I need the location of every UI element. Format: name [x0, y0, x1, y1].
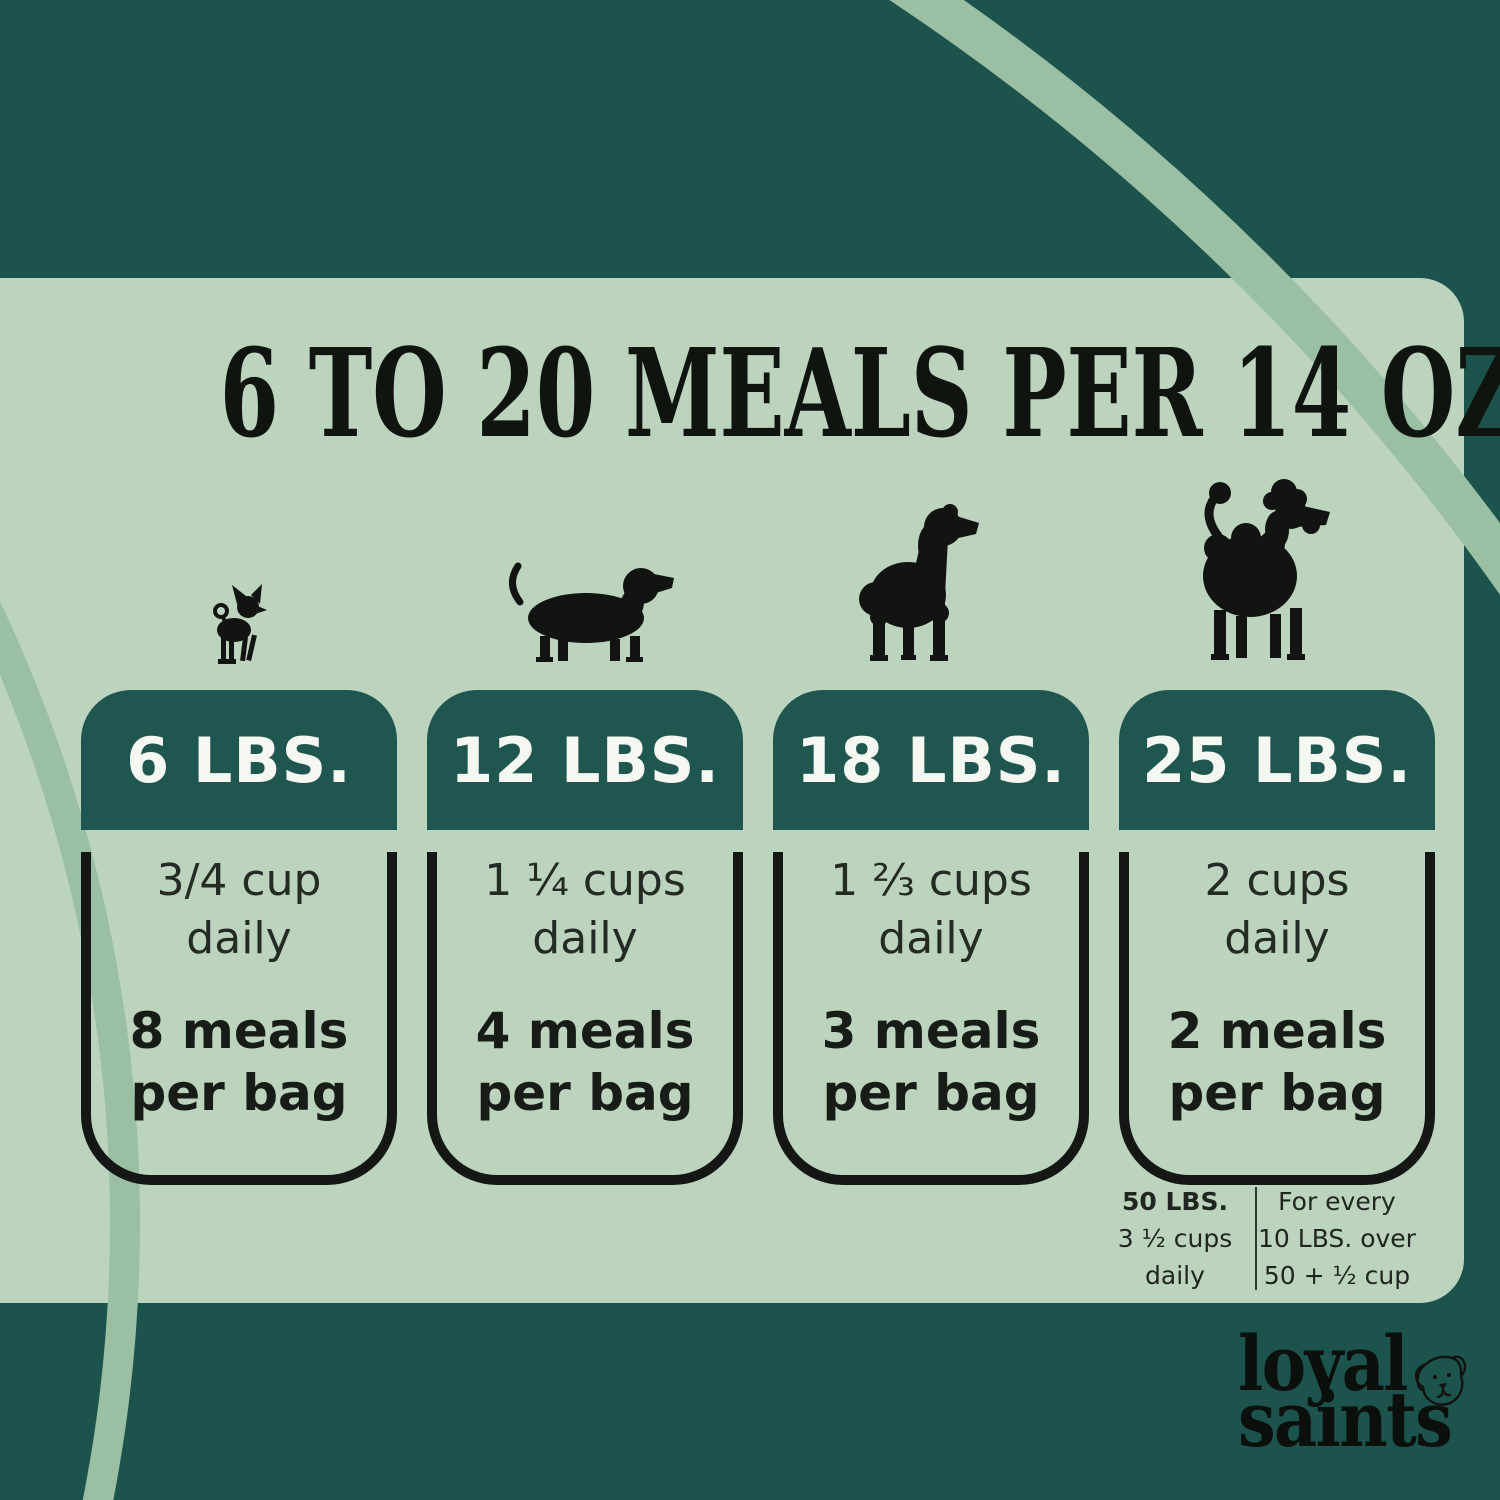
daily-serving: 3/4 cup daily — [91, 852, 387, 968]
daily-line: daily — [1224, 913, 1330, 964]
weight-header: 25 LBS. — [1119, 690, 1435, 830]
large-dog-footnote: 50 LBS. 3 ½ cups daily For every 10 LBS.… — [1095, 1183, 1417, 1294]
meals-line: per bag — [130, 1064, 348, 1122]
weight-label: 6 LBS. — [126, 723, 352, 797]
daily-line: daily — [532, 913, 638, 964]
meals-line: per bag — [1168, 1064, 1386, 1122]
footnote-line: For every — [1278, 1187, 1396, 1216]
meals-line: 3 meals — [821, 1002, 1041, 1060]
weight-label: 18 LBS. — [796, 723, 1066, 797]
footnote-line: 3 ½ cups — [1117, 1224, 1233, 1253]
weight-label: 12 LBS. — [450, 723, 720, 797]
page-title: 6 TO 20 MEALS PER 14 OZ. BAG — [219, 321, 1500, 465]
dog-sketch-icon — [1414, 1355, 1467, 1406]
arc-left — [0, 602, 140, 1500]
meals-per-bag: 4 meals per bag — [437, 1000, 733, 1124]
chihuahua-icon — [213, 584, 267, 664]
daily-serving: 2 cups daily — [1129, 852, 1425, 968]
feeding-box: 1 ¼ cups daily 4 meals per bag — [427, 852, 743, 1185]
daily-line: 1 ¼ cups — [484, 855, 686, 906]
meals-line: 2 meals — [1167, 1002, 1387, 1060]
meals-per-bag: 2 meals per bag — [1129, 1000, 1425, 1124]
footnote-50lbs: 50 LBS. 3 ½ cups daily — [1095, 1183, 1255, 1294]
feeding-box: 2 cups daily 2 meals per bag — [1119, 852, 1435, 1185]
meals-line: 8 meals — [129, 1002, 349, 1060]
brand-line: saints — [1238, 1375, 1453, 1464]
footnote-over-50lbs: For every 10 LBS. over 50 + ½ cup — [1257, 1183, 1417, 1294]
footnote-line: daily — [1145, 1261, 1205, 1290]
weight-header: 12 LBS. — [427, 690, 743, 830]
meals-line: 4 meals — [475, 1002, 695, 1060]
feeding-box: 1 ⅔ cups daily 3 meals per bag — [773, 852, 1089, 1185]
daily-line: daily — [878, 913, 984, 964]
daily-serving: 1 ⅔ cups daily — [783, 852, 1079, 968]
weight-column-12lbs: 12 LBS. 1 ¼ cups daily 4 meals per bag — [427, 690, 743, 1185]
brand-logo: loyal saints — [1238, 1319, 1478, 1464]
weight-column-18lbs: 18 LBS. 1 ⅔ cups daily 3 meals per bag — [773, 690, 1089, 1185]
weight-column-6lbs: 6 LBS. 3/4 cup daily 8 meals per bag — [81, 690, 397, 1185]
footnote-divider — [1255, 1187, 1257, 1290]
poodle-icon — [1203, 479, 1330, 660]
daily-serving: 1 ¼ cups daily — [437, 852, 733, 968]
dachshund-icon — [509, 562, 674, 662]
feeding-box: 3/4 cup daily 8 meals per bag — [81, 852, 397, 1185]
meals-per-bag: 8 meals per bag — [91, 1000, 387, 1124]
daily-line: 2 cups — [1204, 855, 1350, 906]
meals-line: per bag — [476, 1064, 694, 1122]
weight-header: 18 LBS. — [773, 690, 1089, 830]
spaniel-icon — [859, 504, 979, 661]
footnote-line: 50 LBS. — [1122, 1187, 1228, 1216]
brand-line: loyal — [1238, 1319, 1409, 1408]
meals-per-bag: 3 meals per bag — [783, 1000, 1079, 1124]
footnote-line: 50 + ½ cup — [1263, 1261, 1411, 1290]
daily-line: 3/4 cup — [156, 855, 322, 906]
brand-wordmark: loyal saints — [1238, 1319, 1453, 1464]
weight-header: 6 LBS. — [81, 690, 397, 830]
daily-line: daily — [186, 913, 292, 964]
weight-column-25lbs: 25 LBS. 2 cups daily 2 meals per bag — [1119, 690, 1435, 1185]
weight-label: 25 LBS. — [1142, 723, 1412, 797]
meals-line: per bag — [822, 1064, 1040, 1122]
daily-line: 1 ⅔ cups — [830, 855, 1032, 906]
footnote-line: 10 LBS. over — [1258, 1224, 1416, 1253]
